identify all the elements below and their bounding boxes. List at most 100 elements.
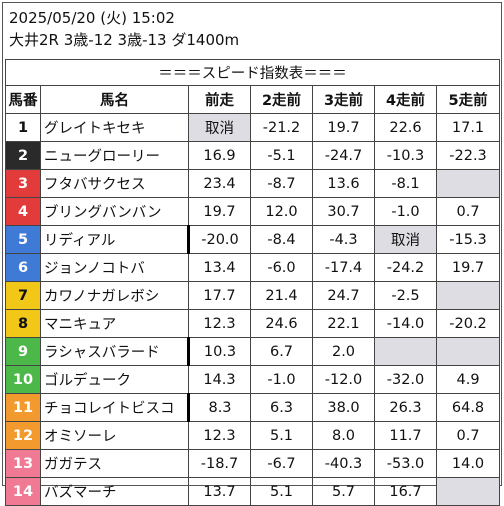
table-row: 12 オミソーレ 12.3 5.1 8.0 11.7 0.7 [5,421,501,450]
horse-number: 13 [5,449,41,478]
horse-number: 7 [5,281,41,310]
col-header-3-races-ago: 3走前 [312,85,375,114]
speed-index-cell: -1.0 [250,365,313,394]
speed-index-cell: 12.0 [250,197,313,226]
horse-number: 10 [5,365,41,394]
table-row: 4 ブリングバンバン 19.7 12.0 30.7 -1.0 0.7 [5,197,501,226]
speed-index-cell: 16.7 [374,477,437,506]
horse-name: ジョンノコトバ [40,253,189,282]
speed-index-cell: 30.7 [312,197,375,226]
race-header: 2025/05/20 (火) 15:02 大井2R 3歳-12 3歳-13 ダ1… [3,3,501,59]
race-datetime: 2025/05/20 (火) 15:02 [9,9,175,27]
speed-index-cell: -8.7 [250,169,313,198]
speed-index-cell: -21.2 [250,113,313,142]
horse-name: チョコレイトビスコ [40,393,189,422]
speed-index-cell: -32.0 [374,365,437,394]
horse-name: ガガテス [40,449,189,478]
horse-number: 9 [5,337,41,366]
horse-number: 8 [5,309,41,338]
horse-name: フタバサクセス [40,169,189,198]
speed-index-cell: 8.0 [312,421,375,450]
speed-index-cell: -8.1 [374,169,437,198]
speed-index-cell: -4.3 [312,225,375,254]
speed-index-cell: 取消 [374,225,437,254]
col-header-last-race: 前走 [188,85,251,114]
table-row: 13 ガガテス -18.7 -6.7 -40.3 -53.0 14.0 [5,449,501,478]
speed-index-cell: 13.7 [188,477,251,506]
speed-index-cell [374,337,437,366]
horse-name: ニューグローリー [40,141,189,170]
horse-number: 6 [5,253,41,282]
speed-index-cell: 13.4 [188,253,251,282]
col-header-4-races-ago: 4走前 [374,85,437,114]
speed-index-cell: 0.7 [435,197,501,226]
speed-index-cell: -18.7 [188,449,251,478]
speed-index-cell: -6.0 [250,253,313,282]
speed-index-cell: 17.1 [435,113,501,142]
horse-number: 4 [5,197,41,226]
speed-index-cell: 26.3 [374,393,437,422]
speed-index-cell: 24.6 [250,309,313,338]
speed-index-cell: 2.0 [312,337,375,366]
table-row: 14 バズマーチ 13.7 5.1 5.7 16.7 [5,477,501,506]
speed-index-cell: 22.6 [374,113,437,142]
horse-number: 12 [5,421,41,450]
speed-index-cell: 24.7 [312,281,375,310]
speed-index-cell: 6.3 [250,393,313,422]
speed-index-cell: -10.3 [374,141,437,170]
speed-index-cell: -17.4 [312,253,375,282]
speed-index-cell: 19.7 [312,113,375,142]
speed-index-cell: -40.3 [312,449,375,478]
horse-name: カワノナガレボシ [40,281,189,310]
speed-index-cell [435,169,501,198]
horse-number: 2 [5,141,41,170]
speed-index-cell: 19.7 [435,253,501,282]
horse-name: ブリングバンバン [40,197,189,226]
table-row: 8 マニキュア 12.3 24.6 22.1 -14.0 -20.2 [5,309,501,338]
speed-index-cell: 5.1 [250,421,313,450]
speed-index-cell: 12.3 [188,309,251,338]
table-row: 9 ラシャスバラード 10.3 6.7 2.0 [5,337,501,366]
speed-index-cell: 5.1 [250,477,313,506]
speed-index-cell: 13.6 [312,169,375,198]
speed-index-table: ＝＝＝スピード指数表＝＝＝ 馬番 馬名 前走 2走前 3走前 4走前 5走前 1… [4,59,501,506]
table-row: 11 チョコレイトビスコ 8.3 6.3 38.0 26.3 64.8 [5,393,501,422]
speed-index-cell: 6.7 [250,337,313,366]
col-header-horse-name: 馬名 [40,85,189,114]
speed-index-cell: -24.2 [374,253,437,282]
table-row: 7 カワノナガレボシ 17.7 21.4 24.7 -2.5 [5,281,501,310]
speed-index-cell: 4.9 [435,365,501,394]
speed-index-cell: 17.7 [188,281,251,310]
table-row: 5 リディアル -20.0 -8.4 -4.3 取消 -15.3 [5,225,501,254]
speed-index-cell: -5.1 [250,141,313,170]
horse-number: 14 [5,477,41,506]
speed-index-cell: 8.3 [187,393,251,422]
speed-index-cell: -20.2 [435,309,501,338]
speed-index-cell: -2.5 [374,281,437,310]
race-info: 大井2R 3歳-12 3歳-13 ダ1400m [9,31,240,49]
speed-index-cell: -8.4 [250,225,313,254]
speed-index-cell [435,281,501,310]
horse-number: 5 [5,225,41,254]
speed-index-cell: 取消 [188,113,251,142]
speed-index-cell: 64.8 [435,393,501,422]
speed-index-cell: -24.7 [312,141,375,170]
table-row: 3 フタバサクセス 23.4 -8.7 13.6 -8.1 [5,169,501,198]
horse-name: ラシャスバラード [40,337,189,366]
speed-index-cell: 38.0 [312,393,375,422]
horse-name: ゴルデューク [40,365,189,394]
col-header-2-races-ago: 2走前 [250,85,313,114]
table-row: 1 グレイトキセキ 取消 -21.2 19.7 22.6 17.1 [5,113,501,142]
speed-index-cell: 23.4 [188,169,251,198]
speed-index-cell: 16.9 [188,141,251,170]
horse-name: グレイトキセキ [40,113,189,142]
table-row: 2 ニューグローリー 16.9 -5.1 -24.7 -10.3 -22.3 [5,141,501,170]
horse-name: マニキュア [40,309,189,338]
speed-index-cell: 5.7 [312,477,375,506]
horse-name: リディアル [40,225,189,254]
horse-number: 1 [5,113,41,142]
speed-index-cell: 0.7 [435,421,501,450]
col-header-5-races-ago: 5走前 [435,85,501,114]
speed-index-cell: 14.0 [435,449,501,478]
